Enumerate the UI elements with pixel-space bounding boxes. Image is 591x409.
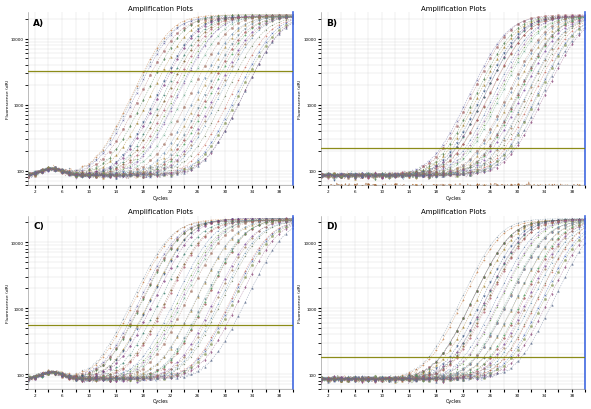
- Text: C): C): [34, 222, 44, 231]
- X-axis label: Cycles: Cycles: [445, 196, 461, 200]
- Title: Amplification Plots: Amplification Plots: [421, 6, 486, 11]
- X-axis label: Cycles: Cycles: [152, 398, 168, 403]
- Text: A): A): [34, 18, 44, 27]
- Y-axis label: Fluorescence (dR): Fluorescence (dR): [5, 80, 9, 119]
- X-axis label: Cycles: Cycles: [152, 196, 168, 200]
- Text: B): B): [326, 18, 337, 27]
- Y-axis label: Fluorescence (dR): Fluorescence (dR): [298, 283, 302, 322]
- Title: Amplification Plots: Amplification Plots: [128, 6, 193, 11]
- Y-axis label: Fluorescence (dR): Fluorescence (dR): [5, 283, 9, 322]
- X-axis label: Cycles: Cycles: [445, 398, 461, 403]
- Y-axis label: Fluorescence (dR): Fluorescence (dR): [298, 80, 302, 119]
- Title: Amplification Plots: Amplification Plots: [421, 209, 486, 215]
- Text: D): D): [326, 222, 337, 231]
- Title: Amplification Plots: Amplification Plots: [128, 209, 193, 215]
